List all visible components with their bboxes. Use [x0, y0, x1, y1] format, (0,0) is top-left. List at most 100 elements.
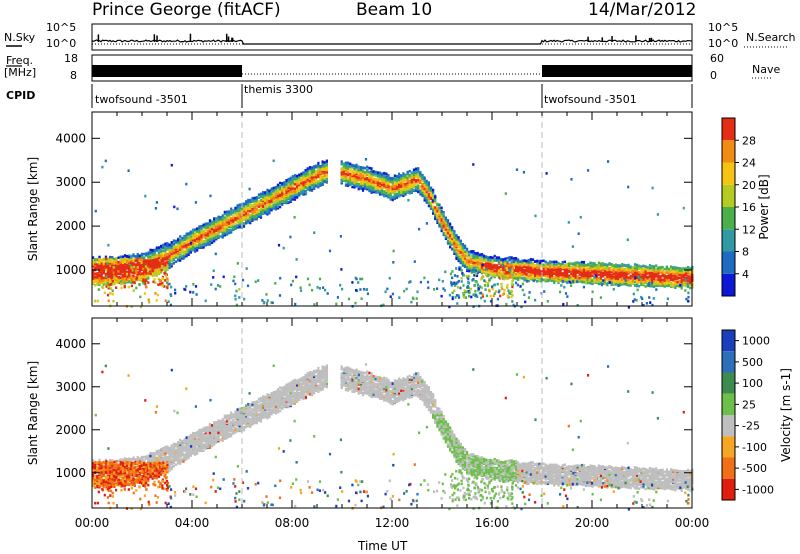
power-cell	[593, 270, 596, 273]
power-cell	[408, 184, 411, 187]
power-cell	[623, 263, 626, 267]
power-cell	[257, 214, 260, 218]
power-cell	[480, 258, 484, 261]
power-cell	[514, 267, 518, 270]
power-cell	[370, 190, 373, 193]
power-cell	[285, 179, 288, 182]
power-cell	[616, 264, 620, 268]
power-cell	[361, 179, 365, 182]
power-cell	[170, 252, 173, 256]
power-cell	[434, 213, 437, 216]
power-cell	[548, 271, 552, 275]
power-cell	[410, 173, 413, 177]
power-cell	[657, 269, 660, 273]
power-cell	[189, 235, 192, 238]
power-cell	[570, 272, 573, 275]
power-cell	[221, 221, 224, 224]
power-cell	[272, 191, 275, 195]
power-cell	[629, 270, 632, 273]
power-cell	[300, 177, 303, 181]
power-cell	[557, 271, 560, 274]
power-cell	[325, 177, 328, 181]
power-cell	[185, 254, 188, 258]
power-cell	[457, 243, 460, 246]
power-cell	[285, 200, 288, 203]
power-cell	[270, 192, 273, 196]
power-cell	[191, 228, 195, 232]
power-cell	[230, 211, 233, 215]
power-cell	[427, 199, 430, 202]
power-cell	[572, 269, 575, 272]
power-cell	[608, 262, 611, 265]
power-cell	[489, 267, 492, 271]
power-cell	[272, 189, 275, 193]
power-cell	[593, 264, 596, 267]
power-cell	[395, 183, 399, 187]
power-cell	[491, 264, 494, 267]
power-cell	[440, 206, 443, 210]
power-cell	[563, 260, 566, 264]
power-cell	[478, 262, 481, 265]
power-cell	[232, 225, 235, 228]
power-cell	[238, 206, 241, 210]
power-cell	[408, 187, 411, 191]
power-cell	[466, 247, 469, 251]
power-cell	[463, 260, 467, 263]
power-cell	[155, 264, 158, 267]
power-cell	[232, 228, 235, 231]
power-cell	[247, 215, 250, 219]
power-cell	[183, 238, 186, 242]
power-cell	[432, 188, 435, 192]
power-cell	[591, 263, 594, 267]
power-cell	[459, 257, 462, 260]
power-cell	[200, 245, 203, 249]
power-cell	[402, 184, 405, 187]
power-cell	[361, 166, 365, 170]
power-cell	[559, 270, 562, 274]
power-cell	[255, 213, 258, 216]
power-cell	[170, 241, 173, 244]
power-cell	[202, 223, 205, 227]
power-cell	[395, 176, 399, 180]
power-cell	[255, 215, 258, 219]
power-cell	[372, 172, 375, 176]
power-cell	[179, 255, 182, 259]
power-cell	[444, 217, 447, 220]
power-cell	[491, 267, 494, 271]
power-cell	[102, 262, 105, 265]
power-cell	[92, 272, 95, 275]
power-cell	[489, 259, 492, 262]
power-cell	[289, 180, 292, 183]
power-cell	[92, 256, 95, 259]
power-cell	[351, 172, 354, 176]
power-cell	[281, 186, 284, 190]
power-cell	[189, 250, 192, 254]
power-cell	[374, 170, 377, 174]
power-cell	[183, 255, 186, 258]
power-cell	[538, 263, 541, 267]
power-cell	[546, 278, 549, 282]
power-cell	[538, 266, 541, 269]
power-cell	[663, 282, 666, 286]
power-cell	[215, 227, 218, 230]
power-cell	[580, 263, 583, 267]
power-cell	[211, 241, 214, 244]
power-cell	[285, 185, 288, 189]
power-cell	[680, 269, 683, 273]
power-cell	[387, 191, 390, 195]
power-cell	[347, 180, 350, 184]
power-cell	[321, 165, 324, 168]
power-cell	[228, 231, 231, 235]
power-cell	[385, 184, 388, 187]
power-cell	[283, 181, 286, 184]
power-cell	[633, 269, 637, 272]
power-cell	[638, 277, 641, 281]
power-cell	[157, 254, 161, 258]
power-cell	[506, 256, 509, 260]
power-cell	[236, 209, 239, 213]
power-cell	[633, 270, 637, 274]
power-cell	[438, 206, 441, 209]
power-cell	[323, 161, 326, 164]
power-cell	[204, 228, 207, 231]
power-cell	[663, 271, 666, 275]
